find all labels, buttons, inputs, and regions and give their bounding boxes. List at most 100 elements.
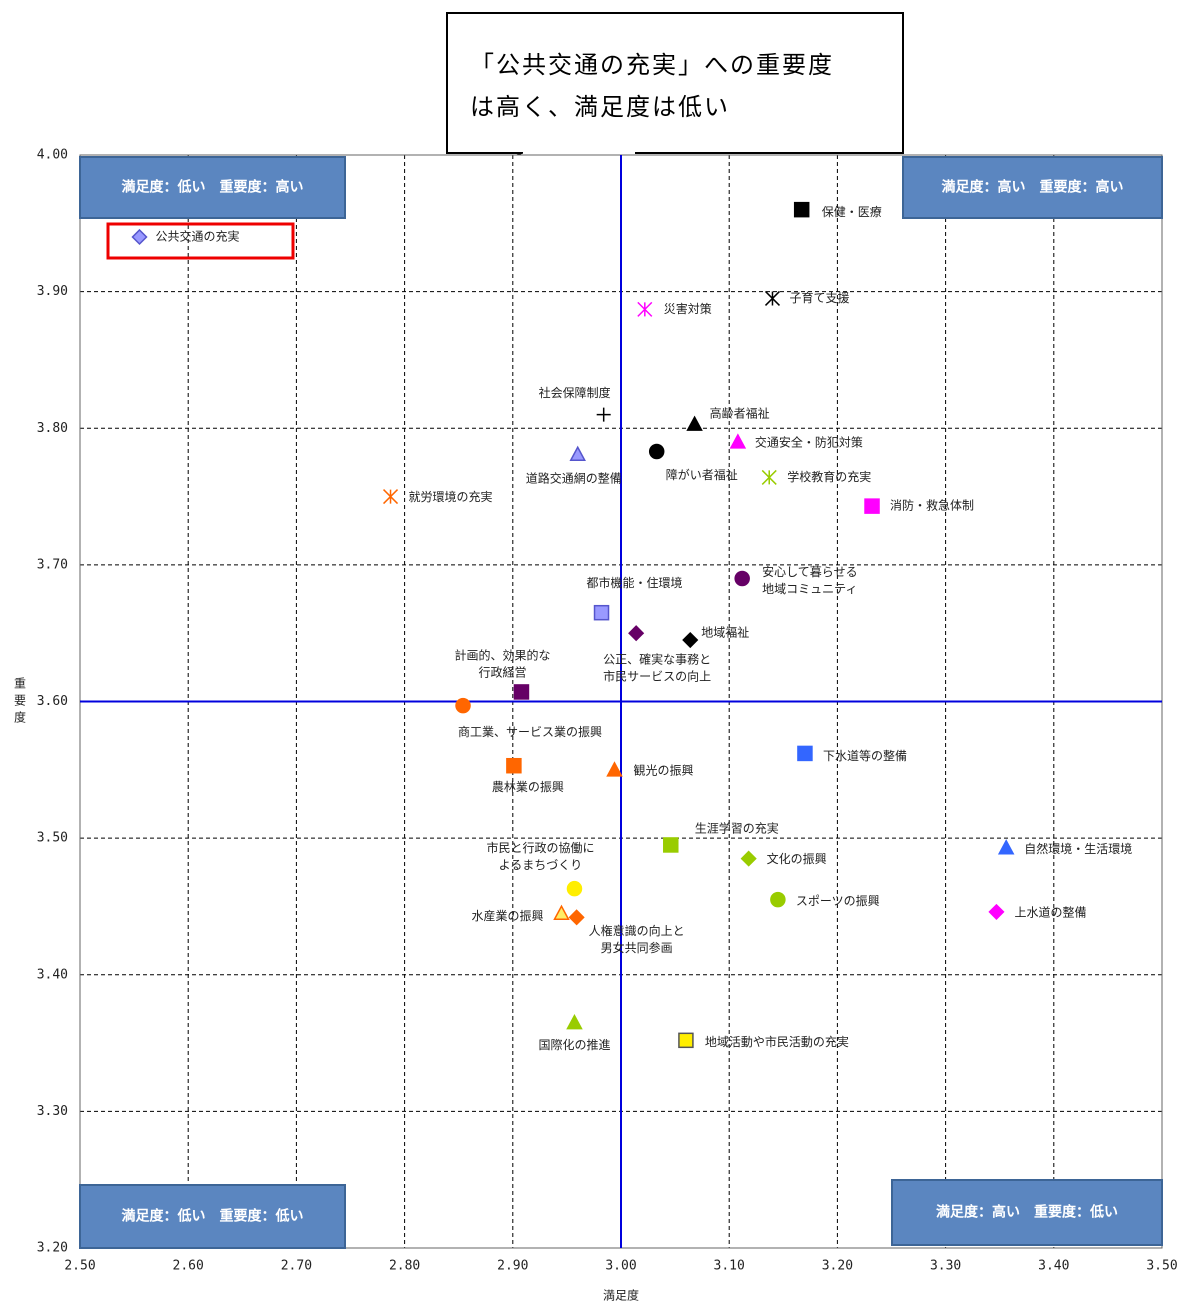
x-axis-label: 満足度 <box>603 1288 639 1303</box>
point-label: 水産業の振興 <box>471 908 543 923</box>
y-tick-label: 3.90 <box>37 284 68 299</box>
point-label: 人権意識の向上と <box>589 923 685 938</box>
point-label: 消防・救急体制 <box>890 498 974 513</box>
point-label: 市民サービスの向上 <box>603 669 711 684</box>
point-label: 学校教育の充実 <box>787 469 871 484</box>
point-label: 障がい者福祉 <box>666 467 738 482</box>
x-tick-label: 3.00 <box>605 1259 636 1274</box>
point-label: 就労環境の充実 <box>409 489 493 504</box>
callout-joint <box>523 148 635 156</box>
marker <box>770 891 786 908</box>
marker <box>686 415 703 431</box>
point-label: 観光の振興 <box>634 763 694 777</box>
point-label: 安心して暮らせる <box>762 564 857 579</box>
callout-text: 「公共交通の充実」への重要度 <box>470 51 834 79</box>
callout-box <box>446 12 904 154</box>
point-label: 計画的、効果的な <box>454 647 550 662</box>
marker <box>596 407 611 422</box>
marker <box>797 745 813 762</box>
point-label: 保健・医療 <box>822 205 882 219</box>
point-label: 地域コミュニティ <box>762 582 857 596</box>
point-label: 市民と行政の協働に <box>486 840 594 855</box>
y-tick-label: 3.30 <box>37 1104 68 1119</box>
point-label: 道路交通網の整備 <box>526 471 622 486</box>
point-label: 災害対策 <box>664 301 712 316</box>
y-axis-label: 重 <box>14 677 26 691</box>
y-tick-label: 3.80 <box>37 421 68 436</box>
quadrant-box <box>902 156 1163 219</box>
x-tick-label: 3.10 <box>714 1259 745 1274</box>
x-tick-label: 3.30 <box>930 1259 961 1274</box>
y-tick-label: 3.50 <box>37 831 68 846</box>
point-label: 社会保障制度 <box>539 385 611 400</box>
callout-text: は高く、満足度は低い <box>470 93 730 121</box>
marker <box>553 904 570 921</box>
marker <box>593 604 610 621</box>
y-tick-label: 3.70 <box>37 557 68 572</box>
y-tick-label: 3.60 <box>37 694 68 709</box>
point-label: 行政経営 <box>478 665 526 679</box>
marker <box>682 631 699 649</box>
marker <box>793 201 810 218</box>
x-tick-label: 2.90 <box>497 1259 528 1274</box>
point-label: 下水道等の整備 <box>823 748 907 763</box>
marker <box>678 1032 694 1049</box>
point-label: 都市機能・住環境 <box>587 575 683 590</box>
quadrant-label: 満足度：高い 重要度：低い <box>936 1204 1118 1221</box>
y-axis-label: 度 <box>14 710 26 725</box>
marker <box>506 757 522 774</box>
y-tick-label: 3.40 <box>37 967 68 982</box>
quadrant-label: 満足度：高い 重要度：高い <box>942 179 1124 196</box>
x-tick-label: 2.50 <box>64 1259 95 1274</box>
point-label: 生涯学習の充実 <box>695 820 779 835</box>
point-label: 男女共同参画 <box>601 940 673 955</box>
point-label: 自然環境・生活環境 <box>1024 841 1132 856</box>
marker <box>566 880 583 897</box>
quadrant-box <box>891 1179 1163 1246</box>
x-tick-label: 3.20 <box>822 1259 853 1274</box>
point-label: 農林業の振興 <box>492 780 564 794</box>
quadrant-box <box>79 156 346 219</box>
marker <box>637 301 653 317</box>
marker <box>383 489 399 505</box>
marker <box>997 839 1015 855</box>
y-tick-label: 3.20 <box>37 1241 68 1256</box>
marker <box>606 761 623 777</box>
quadrant-label: 満足度：低い 重要度：低い <box>122 1208 304 1225</box>
marker <box>566 1013 583 1030</box>
marker <box>988 903 1005 920</box>
x-tick-label: 2.70 <box>281 1259 312 1274</box>
point-label: 地域活動や市民活動の充実 <box>705 1034 849 1049</box>
quadrant-box <box>79 1184 346 1249</box>
marker <box>513 684 530 700</box>
marker <box>455 697 471 714</box>
marker <box>648 443 665 460</box>
marker <box>569 445 586 461</box>
x-tick-label: 2.80 <box>389 1259 420 1274</box>
x-tick-label: 3.50 <box>1146 1259 1177 1274</box>
marker <box>864 498 880 514</box>
point-label: 国際化の推進 <box>538 1038 610 1052</box>
marker <box>729 433 747 449</box>
point-label: スポーツの振興 <box>796 894 880 908</box>
x-tick-label: 2.60 <box>173 1259 204 1274</box>
marker <box>740 850 757 867</box>
highlight-box <box>106 222 295 260</box>
marker <box>764 290 781 306</box>
marker <box>628 625 645 642</box>
point-label: 公正、確実な事務と <box>603 652 711 667</box>
y-axis-label: 要 <box>14 694 26 708</box>
point-label: 高齢者福祉 <box>710 406 770 421</box>
point-label: 公共交通の充実 <box>156 228 240 243</box>
y-tick-label: 4.00 <box>37 148 68 163</box>
marker <box>131 228 148 246</box>
x-tick-label: 3.40 <box>1038 1259 1069 1274</box>
point-label: 文化の振興 <box>767 851 827 866</box>
marker <box>761 469 777 485</box>
point-label: 子育て支援 <box>789 290 849 305</box>
point-label: 上水道の整備 <box>1014 904 1086 919</box>
point-label: よるまちづくり <box>499 858 583 872</box>
quadrant-label: 満足度：低い 重要度：高い <box>122 179 304 196</box>
marker <box>663 837 679 853</box>
